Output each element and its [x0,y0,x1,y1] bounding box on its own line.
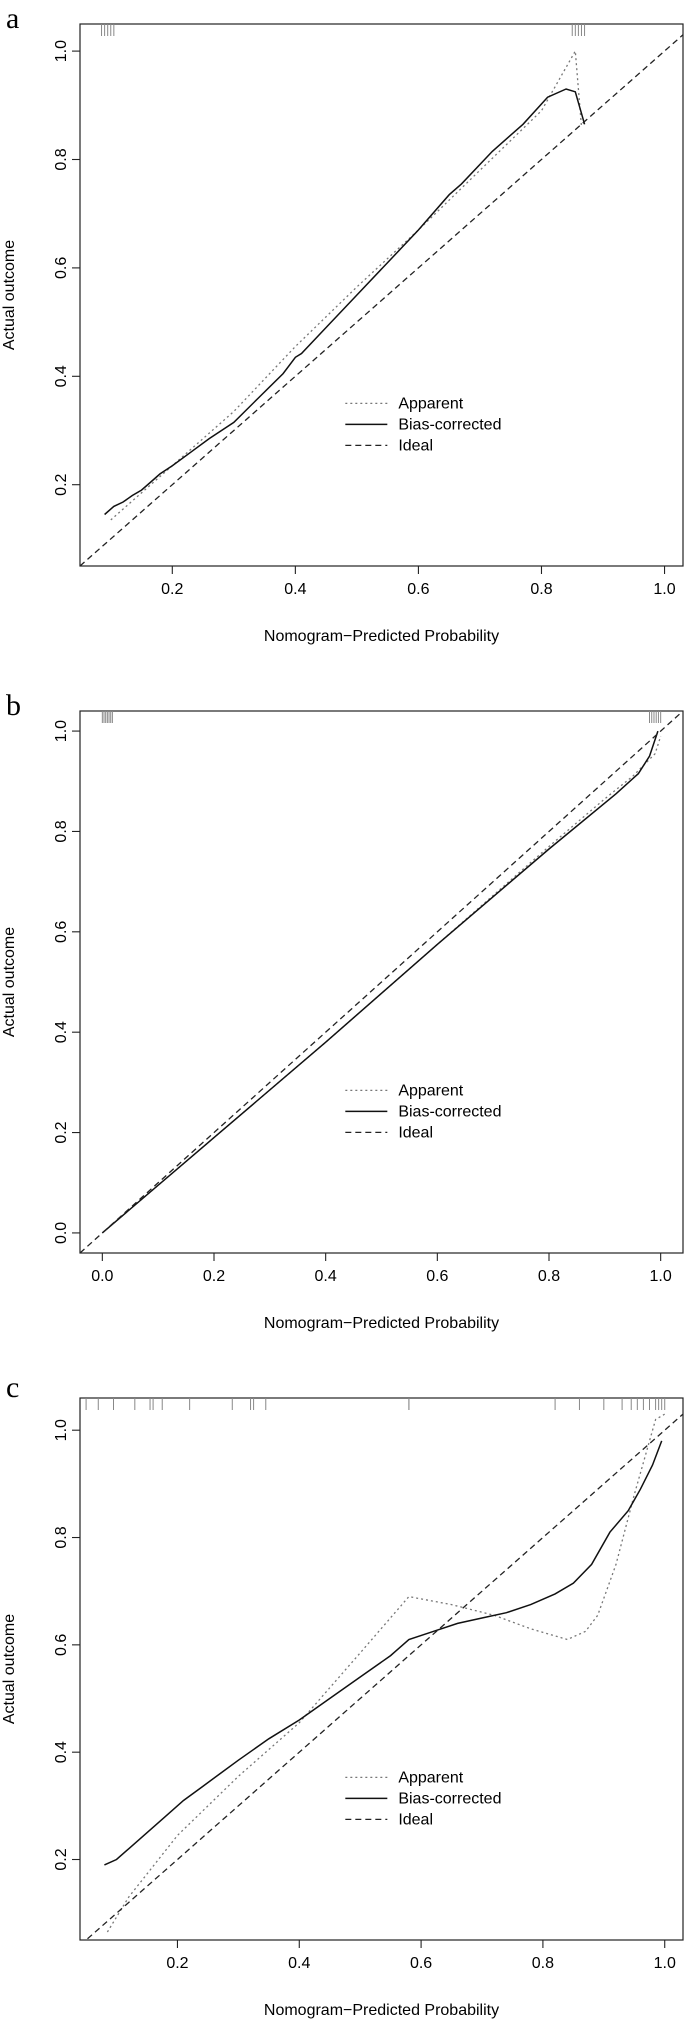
y-tick-label: 0.4 [53,365,70,387]
x-tick-label: 1.0 [654,1955,676,1972]
y-tick-label: 0.8 [53,820,70,842]
x-axis-title: Nomogram−Predicted Probability [264,1315,499,1332]
chart-panel-c: c 0.2 0.4 0.6 0.8 1.0 0.2 0.4 0.6 0.8 1.0 Nomogram−… [1,1371,684,2019]
x-tick-label: 0.8 [530,581,552,598]
y-tick-label: 0.6 [53,1634,70,1656]
panel-letter: a [6,2,19,35]
x-tick-label: 0.6 [407,581,429,598]
legend-label: Apparent [398,1082,463,1099]
chart-panel-b: b 0.0 0.2 0.4 0.6 0.8 1.0 0.0 0.2 0.4 0.6 0.8 1.0 Nom… [1,689,684,1332]
series-bias-corrected-line [104,1440,663,1866]
y-tick-label: 1.0 [53,40,70,62]
legend: Apparent Bias-corrected Ideal [345,1769,501,1828]
panel-letter: c [6,1371,19,1404]
x-tick-label: 0.0 [91,1268,113,1285]
legend-label: Ideal [398,1124,433,1141]
legend: Apparent Bias-corrected Ideal [345,395,501,454]
series-bias-corrected-line [101,730,659,1234]
series-ideal-line [80,711,683,1253]
y-tick-label: 0.2 [53,1848,70,1870]
x-axis-title: Nomogram−Predicted Probability [264,628,499,645]
legend-label: Ideal [398,1811,433,1828]
y-tick-label: 0.4 [53,1741,70,1763]
x-tick-label: 1.0 [650,1268,672,1285]
legend-label: Bias-corrected [398,416,501,433]
y-tick-label: 0.2 [53,473,70,495]
legend-label: Bias-corrected [398,1790,501,1807]
series-apparent-line [110,48,583,521]
y-axis-title: Actual outcome [1,927,18,1037]
plot-frame [79,710,684,1254]
y-tick-label: 0.2 [53,1121,70,1143]
chart-panel-a: a 0.2 0.4 0.6 0.8 1.0 0.2 0.4 0.6 0.8 1.0 Nomogram−… [1,2,684,645]
x-tick-label: 0.8 [538,1268,560,1285]
series-apparent-line [106,1413,666,1933]
y-tick-label: 0.6 [53,921,70,943]
x-tick-label: 0.8 [532,1955,554,1972]
y-tick-label: 0.8 [53,148,70,170]
x-tick-label: 0.2 [161,581,183,598]
y-tick-label: 0.6 [53,257,70,279]
x-tick-label: 1.0 [653,581,675,598]
legend-label: Bias-corrected [398,1103,501,1120]
x-tick-label: 0.4 [288,1955,310,1972]
y-tick-label: 0.8 [53,1526,70,1548]
legend-label: Ideal [398,437,433,454]
series-bias-corrected-line [104,88,586,516]
y-tick-label: 0.0 [53,1222,70,1244]
legend-label: Apparent [398,395,463,412]
y-tick-label: 1.0 [53,720,70,742]
y-tick-label: 0.4 [53,1021,70,1043]
series-ideal-line [80,34,683,566]
x-axis-title: Nomogram−Predicted Probability [264,2002,499,2019]
x-tick-label: 0.4 [284,581,306,598]
x-tick-label: 0.6 [426,1268,448,1285]
x-tick-label: 0.6 [410,1955,432,1972]
y-axis-title: Actual outcome [1,240,18,350]
legend-label: Apparent [398,1769,463,1786]
series-ideal-line [85,1413,683,1940]
x-tick-label: 0.2 [203,1268,225,1285]
plot-frame [79,23,684,567]
x-tick-label: 0.2 [166,1955,188,1972]
legend: Apparent Bias-corrected Ideal [345,1082,501,1141]
plot-frame [79,1397,684,1941]
x-tick-label: 0.4 [315,1268,337,1285]
y-tick-label: 1.0 [53,1419,70,1441]
panel-letter: b [6,689,21,722]
y-axis-title: Actual outcome [1,1614,18,1724]
